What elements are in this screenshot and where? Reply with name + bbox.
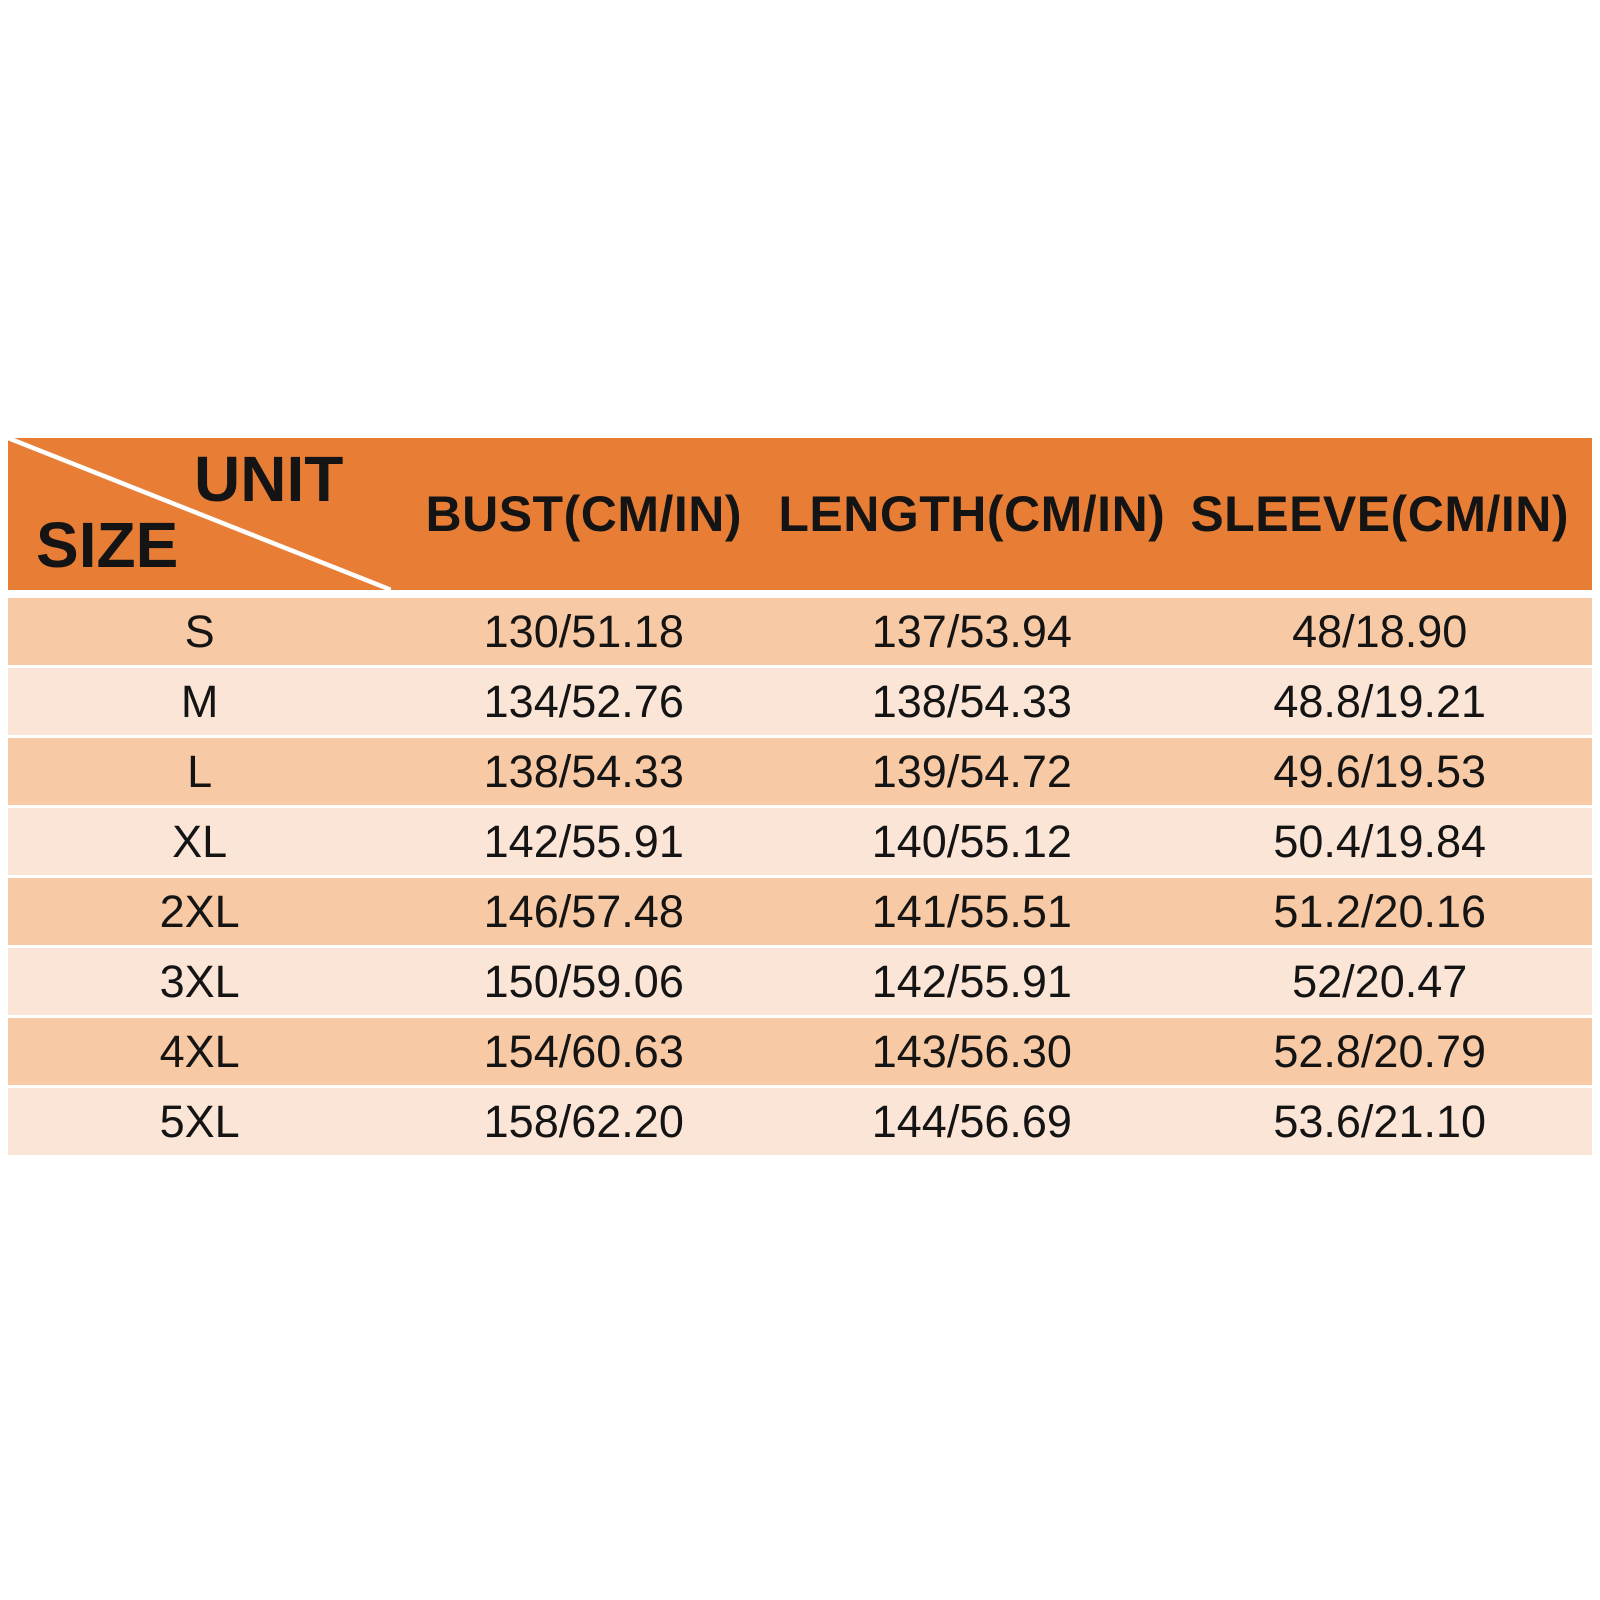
table-row: L 138/54.33 139/54.72 49.6/19.53 xyxy=(8,738,1592,805)
length-cell: 140/55.12 xyxy=(871,815,1072,867)
bust-cell: 130/51.18 xyxy=(483,605,684,657)
size-cell: M xyxy=(180,675,219,727)
bust-cell: 154/60.63 xyxy=(483,1025,684,1077)
column-header-sleeve: SLEEVE(CM/IN) xyxy=(1190,486,1570,542)
size-cell: L xyxy=(187,745,213,797)
bust-cell: 150/59.06 xyxy=(483,955,684,1007)
sleeve-cell: 52/20.47 xyxy=(1292,955,1468,1007)
length-cell: 138/54.33 xyxy=(871,675,1072,727)
length-cell: 139/54.72 xyxy=(871,745,1072,797)
size-cell: 5XL xyxy=(159,1095,240,1147)
sleeve-cell: 49.6/19.53 xyxy=(1273,745,1487,797)
sleeve-cell: 51.2/20.16 xyxy=(1273,885,1487,937)
sleeve-cell: 50.4/19.84 xyxy=(1273,815,1487,867)
table-row: S 130/51.18 137/53.94 48/18.90 xyxy=(8,598,1592,665)
length-cell: 143/56.30 xyxy=(871,1025,1072,1077)
length-cell: 141/55.51 xyxy=(871,885,1072,937)
sleeve-cell: 52.8/20.79 xyxy=(1273,1025,1487,1077)
length-cell: 144/56.69 xyxy=(871,1095,1072,1147)
bust-cell: 138/54.33 xyxy=(483,745,684,797)
size-chart-table: UNIT SIZE BUST(CM/IN) LENGTH(CM/IN) SLEE… xyxy=(8,438,1592,1158)
size-cell: 3XL xyxy=(159,955,240,1007)
sleeve-cell: 53.6/21.10 xyxy=(1273,1095,1487,1147)
sleeve-cell: 48/18.90 xyxy=(1292,605,1468,657)
bust-cell: 134/52.76 xyxy=(483,675,684,727)
corner-cell: UNIT SIZE xyxy=(8,438,391,590)
corner-unit-label: UNIT xyxy=(194,443,344,515)
size-cell: S xyxy=(184,605,215,657)
table-body: S 130/51.18 137/53.94 48/18.90 M 134/52.… xyxy=(8,598,1592,1155)
bust-cell: 142/55.91 xyxy=(483,815,684,867)
length-cell: 137/53.94 xyxy=(871,605,1072,657)
size-cell: 2XL xyxy=(159,885,240,937)
table-row: 5XL 158/62.20 144/56.69 53.6/21.10 xyxy=(8,1088,1592,1155)
size-cell: 4XL xyxy=(159,1025,240,1077)
table-row: 2XL 146/57.48 141/55.51 51.2/20.16 xyxy=(8,878,1592,945)
table-header-row: UNIT SIZE BUST(CM/IN) LENGTH(CM/IN) SLEE… xyxy=(8,438,1592,590)
table-row: 4XL 154/60.63 143/56.30 52.8/20.79 xyxy=(8,1018,1592,1085)
table-row: 3XL 150/59.06 142/55.91 52/20.47 xyxy=(8,948,1592,1015)
sleeve-cell: 48.8/19.21 xyxy=(1273,675,1487,727)
bust-cell: 158/62.20 xyxy=(483,1095,684,1147)
column-header-length: LENGTH(CM/IN) xyxy=(778,486,1166,542)
corner-size-label: SIZE xyxy=(36,509,179,581)
size-cell: XL xyxy=(172,815,228,867)
bust-cell: 146/57.48 xyxy=(483,885,684,937)
table-row: XL 142/55.91 140/55.12 50.4/19.84 xyxy=(8,808,1592,875)
diagonal-divider-line xyxy=(8,438,391,590)
length-cell: 142/55.91 xyxy=(871,955,1072,1007)
table-row: M 134/52.76 138/54.33 48.8/19.21 xyxy=(8,668,1592,735)
column-header-bust: BUST(CM/IN) xyxy=(425,486,743,542)
